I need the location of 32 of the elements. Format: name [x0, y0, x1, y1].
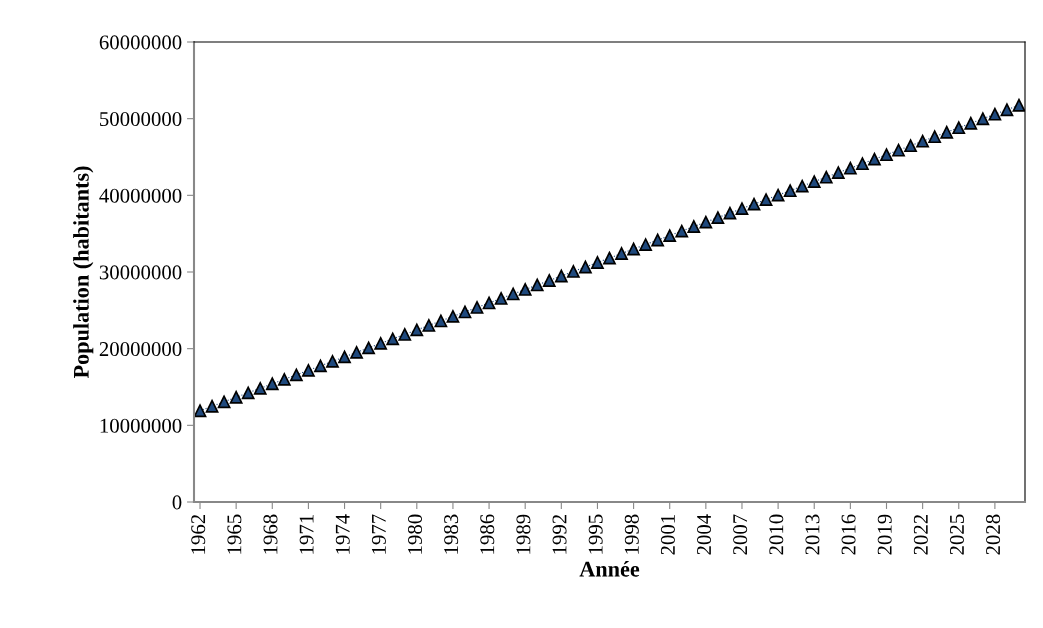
x-tick-label: 1995: [588, 514, 603, 554]
y-axis-title: Population (habitants): [73, 166, 94, 379]
x-tick-label: 1989: [516, 514, 531, 554]
x-tick-label: 2025: [949, 514, 964, 555]
y-tick-label: 40000000: [99, 188, 182, 203]
x-tick-label: 2016: [841, 514, 856, 555]
x-tick-label: 1998: [624, 514, 639, 554]
y-tick-label: 60000000: [99, 35, 182, 50]
x-tick-label: 1980: [407, 514, 423, 554]
x-tick-label: 2007: [733, 514, 748, 555]
y-tick-label: 10000000: [100, 418, 182, 433]
x-axis-title: Année: [579, 561, 640, 577]
x-tick-label: 2013: [805, 514, 820, 555]
x-tick-label: 1962: [191, 514, 206, 554]
y-tick-label: 20000000: [99, 342, 182, 357]
x-tick-label: 1992: [552, 514, 567, 554]
x-tick-label: 2004: [697, 514, 712, 555]
y-tick-label: 50000000: [100, 112, 182, 127]
x-tick-label: 1977: [371, 514, 386, 554]
x-tick-label: 2022: [913, 514, 928, 555]
x-tick-label: 2001: [660, 515, 675, 555]
x-tick-label: 2019: [877, 514, 892, 555]
x-tick-label: 1986: [480, 514, 495, 554]
y-tick-label: 0: [172, 495, 182, 510]
x-tick-label: 1965: [227, 514, 242, 554]
x-tick-label: 1971: [299, 515, 314, 554]
x-tick-label: 2028: [986, 514, 1001, 555]
x-tick-label: 1983: [444, 514, 459, 554]
x-tick-label: 1974: [335, 514, 350, 554]
x-tick-label: 1968: [263, 514, 278, 554]
y-tick-label: 30000000: [99, 265, 182, 280]
x-tick-label: 2010: [769, 514, 784, 555]
